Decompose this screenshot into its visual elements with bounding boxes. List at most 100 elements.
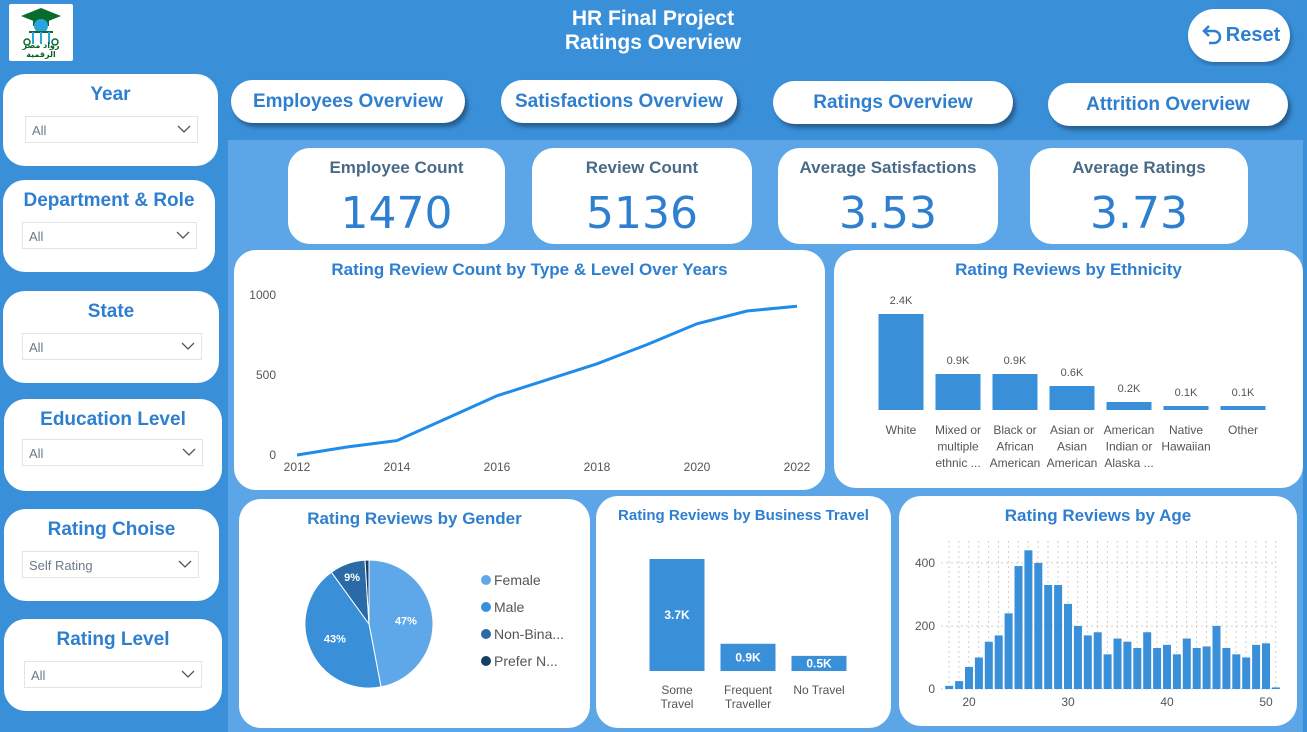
- age-bar: [1192, 648, 1201, 689]
- dropdown-value: All: [29, 229, 44, 244]
- x-tick-label: 2012: [284, 460, 311, 474]
- category-label: Traveller: [725, 697, 771, 711]
- age-bar: [1024, 550, 1033, 689]
- age-bar: [974, 657, 983, 689]
- age-bar: [1212, 625, 1221, 689]
- category-label: Indian or: [1106, 440, 1153, 454]
- data-label: 0.5K: [806, 656, 832, 670]
- reset-label: Reset: [1225, 24, 1281, 46]
- kpi-review-count: Review Count 5136: [532, 148, 752, 244]
- age-bar: [1182, 638, 1191, 689]
- title-line-2: Ratings Overview: [564, 31, 742, 54]
- data-label: 0.2K: [1118, 383, 1141, 395]
- x-tick-label: 2018: [584, 460, 611, 474]
- chevron-down-icon: [178, 560, 192, 568]
- chart-title: Rating Reviews by Business Travel: [618, 507, 869, 524]
- state-dropdown[interactable]: All: [22, 333, 202, 360]
- ethnicity-bar: [935, 374, 981, 410]
- nav-ratings-overview[interactable]: Ratings Overview: [773, 81, 1013, 124]
- kpi-average-ratings: Average Ratings 3.73: [1030, 148, 1248, 244]
- legend-marker: [481, 656, 491, 666]
- slicer-title: Rating Choise: [47, 519, 176, 540]
- data-label: 0.6K: [1061, 367, 1084, 379]
- travel-bar: [720, 643, 776, 671]
- age-bar: [955, 681, 964, 689]
- category-label: Other: [1228, 423, 1258, 437]
- page-title: HR Final Project Ratings Overview: [453, 7, 853, 55]
- series-line: [296, 304, 798, 457]
- age-bar: [1113, 638, 1122, 689]
- reset-button[interactable]: Reset: [1188, 9, 1290, 62]
- category-label: Asian or: [1050, 423, 1094, 437]
- rating-level-dropdown[interactable]: All: [24, 661, 202, 688]
- header-bar: رواد مصر الرقمية HR Final Project Rating…: [0, 0, 1307, 66]
- y-tick-label: 0: [269, 448, 276, 462]
- y-tick-label: 0: [928, 682, 935, 696]
- y-tick-label: 1000: [249, 288, 276, 302]
- chevron-down-icon: [181, 342, 195, 350]
- graduation-cap-icon: [21, 8, 61, 46]
- slicer-rating-level: Rating Level All: [4, 619, 222, 711]
- y-tick-label: 200: [915, 619, 935, 633]
- nav-satisfactions-overview[interactable]: Satisfactions Overview: [501, 80, 737, 123]
- age-bar: [1133, 648, 1142, 689]
- age-bar: [1123, 641, 1132, 689]
- legend-label: Male: [494, 599, 525, 615]
- department-role-dropdown[interactable]: All: [22, 222, 197, 249]
- slicer-year: Year All: [3, 74, 218, 166]
- nav-employees-overview[interactable]: Employees Overview: [231, 80, 465, 123]
- rating-choise-dropdown[interactable]: Self Rating: [22, 551, 199, 578]
- kpi-value: 3.53: [839, 188, 937, 239]
- chevron-down-icon: [176, 231, 190, 239]
- age-bar: [1222, 648, 1231, 689]
- travel-bar: [791, 655, 847, 671]
- age-bar: [965, 666, 973, 689]
- travel-bar: [649, 559, 705, 671]
- y-tick-label: 500: [256, 368, 276, 382]
- kpi-value: 5136: [586, 188, 698, 239]
- category-label: Hawaiian: [1161, 440, 1210, 454]
- age-bar: [1034, 562, 1043, 689]
- age-bar: [1093, 632, 1102, 689]
- category-label: No Travel: [793, 683, 844, 697]
- dropdown-value: Self Rating: [29, 558, 93, 573]
- kpi-average-satisfactions: Average Satisfactions 3.53: [778, 148, 998, 244]
- nav-attrition-overview[interactable]: Attrition Overview: [1048, 83, 1288, 126]
- age-bar: [1271, 687, 1280, 689]
- legend-marker: [481, 602, 491, 612]
- data-label: 0.9K: [1004, 355, 1027, 367]
- x-tick-label: 2014: [384, 460, 411, 474]
- data-label: 2.4K: [890, 295, 913, 307]
- x-tick-label: 2020: [684, 460, 711, 474]
- age-bar: [1163, 644, 1171, 689]
- line-chart: 0 500 1000 2012 2014 2016 2018 2020 2022: [249, 288, 810, 474]
- age-bar: [1103, 654, 1112, 689]
- kpi-label: Average Satisfactions: [799, 158, 977, 177]
- ethnicity-bar: [1163, 406, 1209, 410]
- category-label: Black or: [993, 423, 1036, 437]
- legend-label: Non-Bina...: [494, 626, 564, 642]
- slicer-title: Department & Role: [23, 190, 195, 211]
- chevron-down-icon: [177, 125, 191, 133]
- chevron-down-icon: [181, 670, 195, 678]
- chart-card-ethnicity: Rating Reviews by Ethnicity 2.4K White 0.9…: [834, 250, 1303, 488]
- chart-title: Rating Reviews by Gender: [307, 509, 522, 528]
- category-label: Frequent: [724, 683, 773, 697]
- x-tick-label: 30: [1061, 695, 1075, 709]
- category-label: African: [996, 440, 1033, 454]
- x-tick-label: 20: [962, 695, 976, 709]
- slicer-title: State: [87, 301, 135, 322]
- education-level-dropdown[interactable]: All: [22, 439, 203, 466]
- age-bar: [1054, 584, 1063, 689]
- company-logo: رواد مصر الرقمية: [9, 4, 73, 61]
- data-label: 0.9K: [735, 650, 761, 664]
- kpi-employee-count: Employee Count 1470: [288, 148, 505, 244]
- pie-slice: [364, 559, 370, 625]
- legend-marker: [481, 629, 491, 639]
- year-dropdown[interactable]: All: [25, 116, 198, 143]
- chart-card-review-count-over-years: Rating Review Count by Type & Level Over…: [234, 250, 825, 490]
- age-bar: [1232, 654, 1241, 689]
- kpi-value: 3.73: [1090, 188, 1188, 239]
- slicer-state: State All: [3, 291, 219, 383]
